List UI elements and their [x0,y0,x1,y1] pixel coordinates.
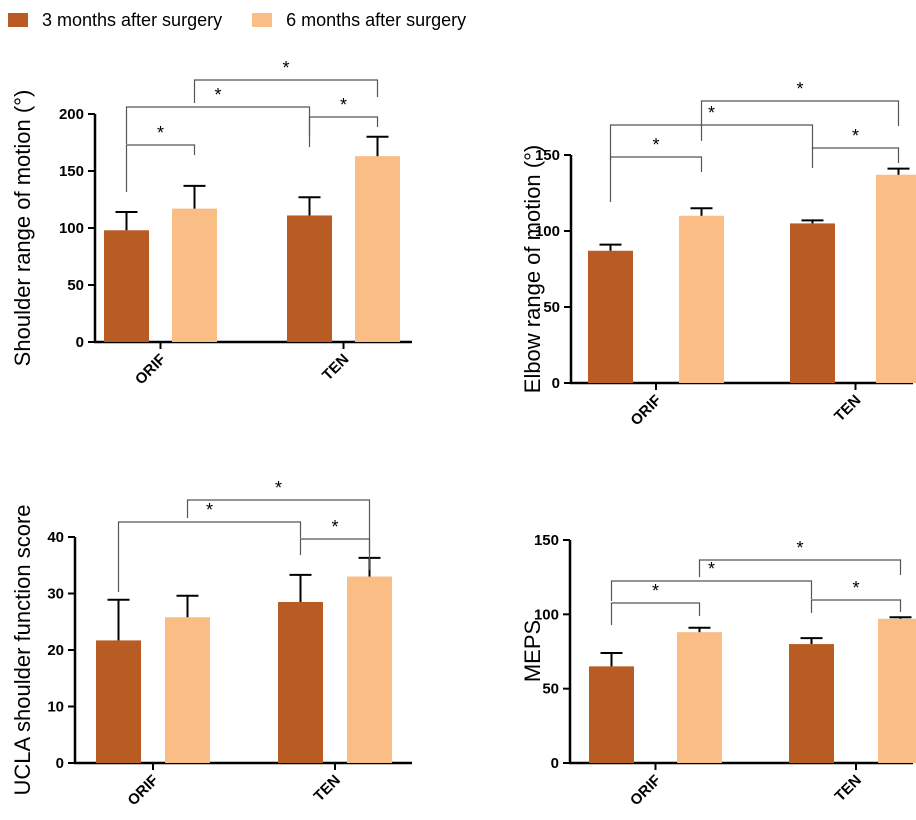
legend-label-3-months: 3 months after surgery [42,9,223,30]
y-tick-label: 150 [535,147,560,164]
bar-orif-3m [96,640,141,763]
y-tick-label: 150 [59,163,84,180]
significance-star: * [708,103,715,123]
significance-star: * [157,123,164,143]
significance-bracket [186,499,371,570]
significance-star: * [275,478,282,498]
y-tick-label: 30 [47,586,64,603]
bar-ten-6m [347,576,392,763]
legend-label-6-months: 6 months after surgery [286,9,467,30]
significance-star: * [852,126,859,146]
legend: 3 months after surgery 6 months after su… [8,6,496,34]
significance-star: * [796,538,803,558]
y-tick-label: 150 [534,532,559,549]
legend-item-6-months: 6 months after surgery [252,10,466,31]
significance-star: * [214,85,221,105]
bar-orif-6m [172,208,217,342]
bar-orif-6m [679,215,724,383]
significance-bracket [610,602,701,625]
y-tick-label: 0 [76,334,84,351]
significance-star: * [652,581,659,601]
significance-bracket [610,580,813,601]
bar-ten-3m [789,644,834,763]
legend-swatch-3-months [8,13,28,27]
bar-orif-3m [589,666,634,763]
x-tick-label: TEN [319,351,352,384]
significance-bracket [193,79,379,103]
significance-bracket [125,144,196,192]
bar-orif-6m [677,632,722,763]
y-tick-label: 100 [534,606,559,623]
y-tick-label: 20 [47,642,64,659]
significance-bracket [299,538,371,555]
x-tick-label: ORIF [132,351,169,388]
y-tick-label: 100 [59,220,84,237]
significance-star: * [206,500,213,520]
shoulder-rom-chart: 0 50 100 150 200 Shoulder range of motion (°)… [10,58,412,388]
bar-ten-3m [278,601,323,763]
bar-orif-6m [165,617,210,763]
y-tick-label: 40 [47,529,64,546]
significance-bracket [700,100,900,141]
meps-chart: 0 50 100 150 MEPS ORIF TEN * * * * [520,532,916,809]
significance-bracket [698,559,902,577]
y-tick-label: 100 [535,223,560,240]
legend-swatch-6-months [252,13,273,27]
bar-ten-3m [287,215,332,342]
bar-ten-3m [790,223,835,383]
significance-bracket [810,599,902,613]
y-tick-label: 0 [56,755,64,772]
significance-star: * [796,79,803,99]
significance-star: * [282,58,289,78]
x-tick-label: TEN [831,392,864,425]
y-tick-label: 0 [552,375,560,392]
bar-orif-3m [588,250,633,383]
y-axis-label: UCLA shoulder function score [10,504,35,795]
significance-bracket [609,156,703,202]
x-tick-label: TEN [311,772,344,805]
significance-bracket [609,124,814,160]
y-tick-label: 10 [47,699,64,716]
x-tick-label: ORIF [124,772,161,809]
y-axis-label: Elbow range of motion (°) [520,145,545,393]
y-tick-label: 50 [67,277,84,294]
y-tick-label: 50 [542,681,559,698]
x-tick-label: TEN [832,772,865,805]
bar-ten-6m [878,618,916,763]
y-tick-label: 50 [543,299,560,316]
significance-star: * [708,559,715,579]
significance-star: * [331,517,338,537]
x-tick-label: ORIF [627,392,664,429]
y-axis-label: Shoulder range of motion (°) [10,90,35,367]
significance-bracket [811,147,900,168]
x-tick-label: ORIF [627,772,664,809]
significance-bracket [117,521,302,592]
y-axis-label: MEPS [520,620,545,682]
bar-ten-6m [355,156,400,342]
bar-ten-6m [876,174,916,383]
significance-bracket [308,116,379,136]
ucla-score-chart: 0 10 20 30 40 UCLA shoulder function score ORI… [10,478,412,809]
significance-star: * [340,95,347,115]
significance-star: * [652,135,659,155]
y-tick-label: 200 [59,106,84,123]
significance-bracket [125,106,311,147]
bar-orif-3m [104,230,149,342]
y-tick-label: 0 [551,755,559,772]
legend-item-3-months: 3 months after surgery [8,10,222,31]
significance-star: * [852,578,859,598]
